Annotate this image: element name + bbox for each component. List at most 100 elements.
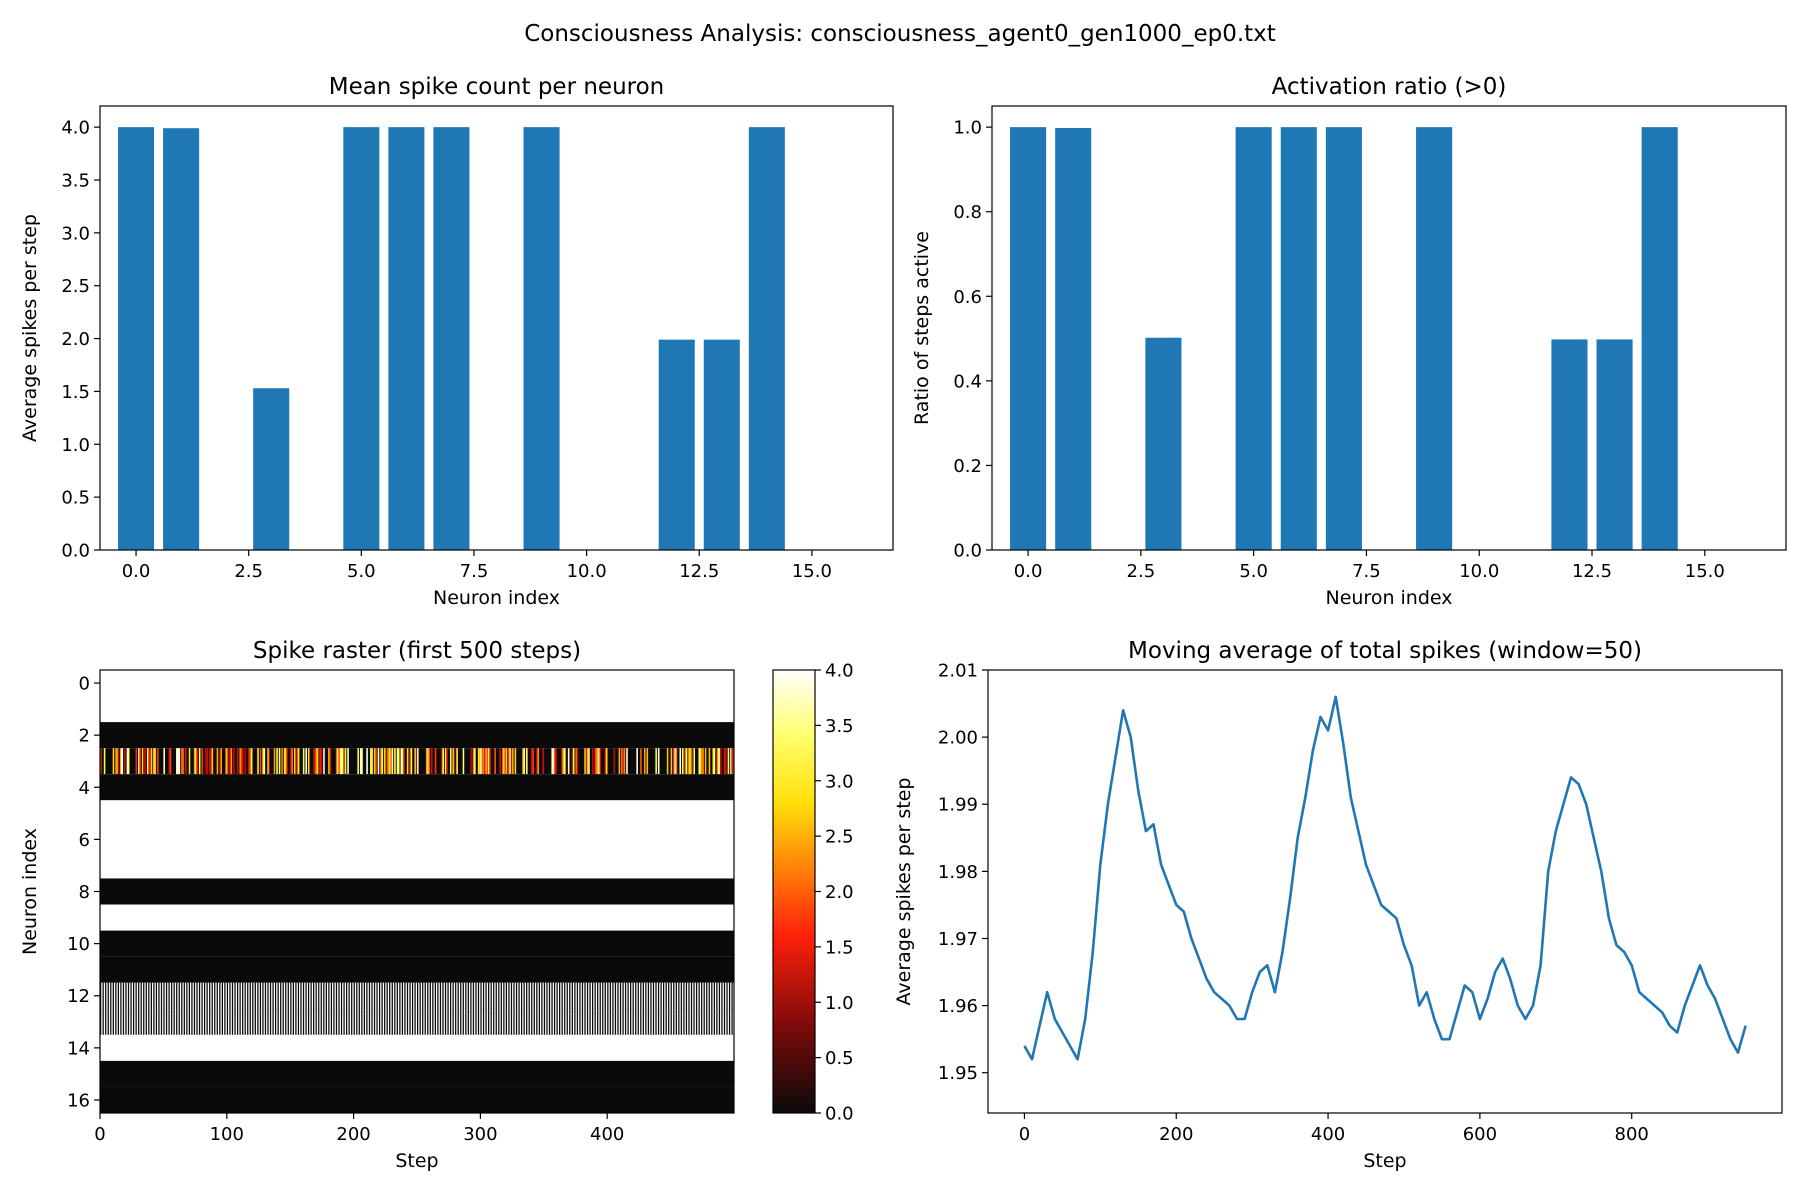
raster-cell [235,1008,237,1035]
raster-cell [405,1008,407,1035]
raster-cell [285,748,287,775]
raster-cell [375,1008,377,1035]
raster-cell [359,748,362,775]
raster-cell [670,748,673,775]
raster-cell [701,748,703,775]
colorbar-tick-label: 2.0 [825,882,854,903]
raster-cell [372,1008,374,1035]
y-axis-label: Neuron index [19,828,41,955]
raster-cell [534,1008,537,1035]
raster-cell [608,982,610,1009]
raster-cell [441,982,443,1009]
raster-cell [646,982,648,1009]
raster-cell [100,774,734,801]
raster-cell [712,748,715,775]
raster-cell [192,1008,194,1035]
raster-cell [134,982,136,1009]
raster-cell [679,748,682,775]
raster-cell [491,1008,494,1035]
raster-cell [268,982,270,1009]
raster-cell [526,748,528,775]
bar [163,128,200,550]
raster-cell [674,982,676,1009]
x-tick-label: 0.0 [122,561,151,582]
raster-cell [150,748,153,775]
raster-cell [215,982,217,1009]
raster-cell [514,982,516,1009]
raster-cell [120,748,122,775]
raster-cell [168,748,171,775]
raster-cell [266,982,268,1009]
y-tick-label: 1.95 [938,1063,978,1084]
raster-cell [499,748,501,775]
raster-cell [575,1008,577,1035]
x-axis-label: Neuron index [1325,587,1452,609]
raster-cell [188,748,191,775]
raster-cell [135,748,138,775]
raster-cell [716,748,718,775]
x-tick-label: 200 [336,1124,370,1145]
raster-cell [106,1008,108,1035]
y-tick-label: 8 [79,882,90,903]
raster-cell [423,982,425,1009]
raster-cell [410,982,412,1009]
raster-cell [572,748,575,775]
raster-cell [689,1008,691,1035]
bar [1551,339,1588,550]
raster-cell [613,982,615,1009]
raster-cell [131,1008,133,1035]
raster-cell [332,1008,334,1035]
raster-cell [176,748,178,775]
raster-cell [116,982,118,1009]
raster-cell [690,748,693,775]
x-tick-label: 400 [1311,1124,1345,1145]
raster-cell [172,1008,174,1035]
raster-cell [311,982,314,1009]
raster-cell [471,982,473,1009]
raster-cell [438,982,440,1009]
raster-cell [403,982,405,1009]
raster-cell [732,1008,734,1035]
raster-cell [141,1008,144,1035]
raster-cell [560,1008,562,1035]
raster-cell [643,748,646,775]
raster-cell [136,982,139,1009]
raster-cell [248,748,250,775]
raster-cell [461,1008,463,1035]
raster-cell [562,748,565,775]
raster-cell [206,748,209,775]
raster-cell [611,1008,613,1035]
raster-cell [261,1008,263,1035]
x-tick-label: 5.0 [1239,561,1268,582]
raster-cell [522,1008,524,1035]
raster-cell [113,1008,116,1035]
x-tick-label: 800 [1615,1124,1649,1145]
raster-cell [143,748,145,775]
raster-cell [153,748,155,775]
raster-cell [580,1008,582,1035]
raster-cell [674,1008,676,1035]
x-axis-label: Step [1363,1150,1406,1172]
x-tick-label: 100 [210,1124,244,1145]
raster-cell [195,748,197,775]
raster-cell [552,1008,554,1035]
raster-cell [507,1008,509,1035]
raster-cell [433,982,435,1009]
raster-cell [704,1008,707,1035]
raster-cell [182,982,184,1009]
raster-cell [682,1008,684,1035]
series-line [1023,695,1747,1061]
raster-cell [428,982,430,1009]
raster-cell [600,982,603,1009]
plot-frame [991,105,1787,551]
y-tick-label: 0.2 [953,456,982,477]
raster-row [100,696,734,723]
raster-cell [283,748,286,775]
raster-cell [396,748,399,775]
raster-cell [126,982,128,1009]
raster-cell [182,748,184,775]
raster-cell [226,748,229,775]
raster-row [100,904,734,931]
raster-cell [707,1008,709,1035]
raster-cell [438,1008,440,1035]
